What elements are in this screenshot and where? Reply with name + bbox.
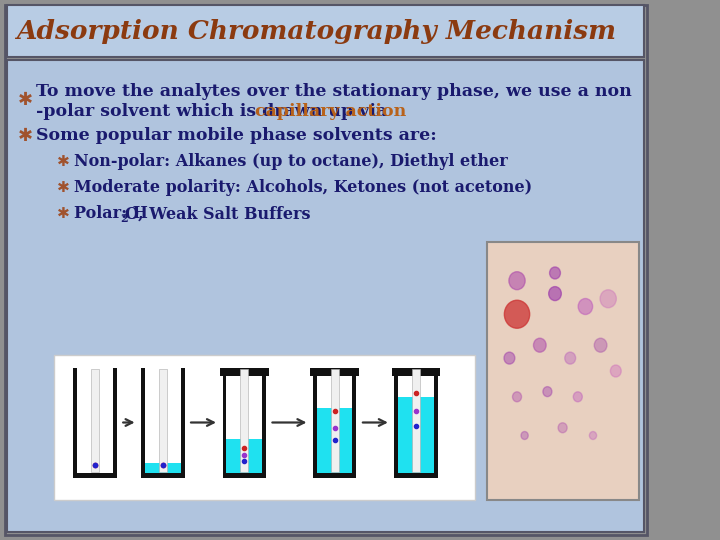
Bar	[73, 368, 77, 477]
Bar	[392, 368, 441, 375]
Bar	[113, 368, 117, 477]
Bar	[222, 368, 266, 477]
Bar	[313, 368, 317, 477]
Bar	[141, 368, 145, 477]
Bar	[434, 368, 438, 477]
Bar	[91, 368, 99, 472]
Bar	[181, 368, 184, 477]
Text: Moderate polarity: Alcohols, Ketones (not acetone): Moderate polarity: Alcohols, Ketones (no…	[74, 179, 532, 197]
Bar	[145, 463, 181, 473]
Circle shape	[543, 387, 552, 397]
Text: Some popular mobile phase solvents are:: Some popular mobile phase solvents are:	[36, 127, 437, 145]
Text: Non-polar: Alkanes (up to octane), Diethyl ether: Non-polar: Alkanes (up to octane), Dieth…	[74, 153, 508, 171]
Text: To move the analytes over the stationary phase, we use a non: To move the analytes over the stationary…	[36, 84, 632, 100]
Bar	[395, 473, 438, 477]
Bar	[240, 368, 248, 472]
Circle shape	[573, 392, 582, 402]
Circle shape	[549, 287, 562, 301]
Circle shape	[504, 300, 530, 328]
Bar	[222, 473, 266, 477]
Bar	[73, 368, 117, 477]
Text: O, Weak Salt Buffers: O, Weak Salt Buffers	[125, 206, 311, 222]
Circle shape	[564, 352, 575, 364]
Bar	[141, 368, 184, 477]
Circle shape	[504, 352, 515, 364]
Bar	[54, 355, 475, 500]
Circle shape	[594, 338, 607, 352]
Text: -polar solvent which is drawn up via: -polar solvent which is drawn up via	[36, 104, 393, 120]
Circle shape	[600, 290, 616, 308]
Bar	[262, 368, 266, 477]
Text: Adsorption Chromatography Mechanism: Adsorption Chromatography Mechanism	[17, 18, 616, 44]
Bar	[313, 473, 356, 477]
Circle shape	[558, 423, 567, 433]
Circle shape	[513, 392, 521, 402]
Bar	[7, 60, 644, 532]
Bar	[412, 368, 420, 472]
Circle shape	[578, 299, 593, 314]
Circle shape	[549, 267, 560, 279]
Text: 2: 2	[120, 213, 128, 224]
Bar	[487, 242, 639, 500]
Bar	[353, 368, 356, 477]
Bar	[310, 368, 359, 375]
Bar	[398, 397, 434, 473]
Bar	[73, 473, 117, 477]
Bar	[7, 5, 644, 57]
Bar	[220, 368, 269, 375]
Text: ✱: ✱	[18, 127, 33, 145]
Bar	[395, 368, 398, 477]
Bar	[141, 473, 184, 477]
Circle shape	[534, 338, 546, 352]
Bar	[226, 440, 262, 473]
Text: Polar: H: Polar: H	[74, 206, 148, 222]
Text: ✱: ✱	[57, 180, 70, 195]
Circle shape	[521, 431, 528, 440]
Bar	[395, 368, 438, 477]
Bar	[313, 368, 356, 477]
Circle shape	[611, 365, 621, 377]
Text: ✱: ✱	[18, 91, 33, 109]
Bar	[159, 368, 167, 472]
Bar	[222, 368, 226, 477]
Bar	[317, 408, 353, 473]
Bar	[330, 368, 338, 472]
Circle shape	[509, 272, 525, 289]
Text: ✱: ✱	[57, 206, 70, 221]
Circle shape	[590, 431, 597, 440]
Text: ✱: ✱	[57, 154, 70, 170]
Text: capillary action: capillary action	[256, 104, 407, 120]
